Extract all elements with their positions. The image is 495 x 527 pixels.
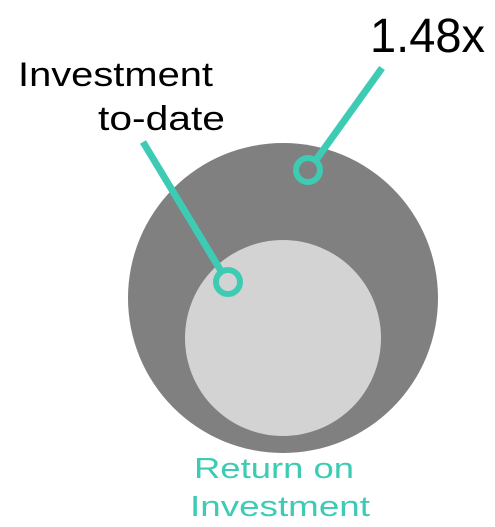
investment-label: to-date	[98, 100, 225, 138]
pointer-ring	[293, 155, 323, 185]
pointer-ring	[213, 267, 243, 297]
investment-label: Investment	[18, 56, 214, 94]
inner-circle	[185, 240, 381, 436]
pointer-line	[140, 140, 224, 273]
return-label: Investment	[190, 491, 370, 523]
return-label: Return on	[194, 453, 354, 485]
ratio-label: 1.48x	[370, 10, 485, 63]
pointer-line	[313, 65, 385, 163]
